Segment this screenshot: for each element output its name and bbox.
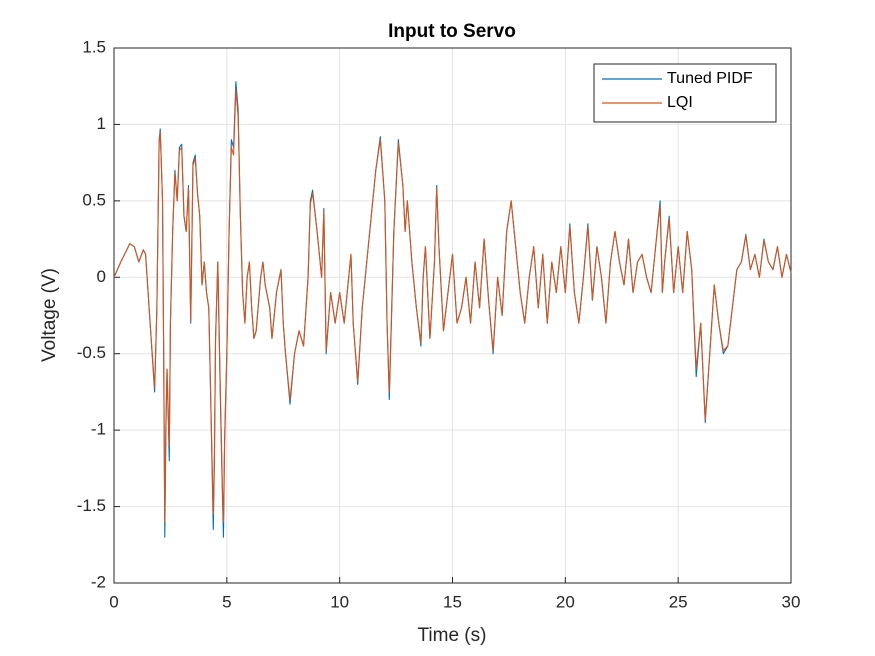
y-tick-label: 0.5 [82, 190, 106, 209]
chart-title: Input to Servo [388, 21, 516, 42]
x-tick-label: 15 [443, 592, 462, 611]
y-tick-label: 1.5 [82, 37, 106, 56]
y-tick-label: -1 [91, 420, 106, 439]
legend-label: LQI [667, 94, 693, 111]
y-tick-label: -0.5 [77, 343, 106, 362]
x-axis-label: Time (s) [418, 625, 487, 646]
x-tick-label: 0 [109, 592, 118, 611]
legend-label: Tuned PIDF [667, 70, 753, 87]
y-axis-label: Voltage (V) [39, 268, 60, 362]
x-tick-label: 30 [782, 592, 801, 611]
legend: Tuned PIDF LQI [593, 63, 777, 123]
plot-frame [113, 47, 792, 584]
legend-box [593, 63, 777, 123]
x-tick-label: 20 [556, 592, 575, 611]
y-tick-label: 0 [97, 267, 106, 286]
y-tick-label: -2 [91, 572, 106, 591]
x-tick-label: 10 [330, 592, 349, 611]
x-tick-label: 25 [669, 592, 688, 611]
y-tick-label: -1.5 [77, 496, 106, 515]
y-tick-label: 1 [97, 114, 106, 133]
data-line [113, 88, 792, 523]
x-tick-label: 5 [222, 592, 231, 611]
